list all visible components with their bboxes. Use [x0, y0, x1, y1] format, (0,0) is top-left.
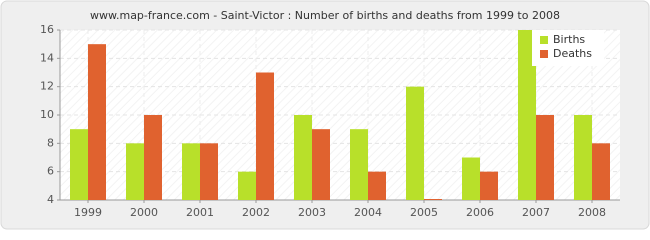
legend-swatch — [540, 50, 548, 58]
bar — [70, 129, 88, 200]
x-tick-label: 2001 — [186, 206, 214, 219]
y-tick-label: 12 — [40, 80, 54, 93]
bar — [126, 143, 144, 200]
x-tick-label: 2005 — [410, 206, 438, 219]
legend-label: Births — [553, 33, 585, 46]
bar — [350, 129, 368, 200]
bar — [480, 171, 498, 200]
bar — [536, 115, 554, 200]
bar — [592, 143, 610, 200]
y-tick-label: 14 — [40, 51, 54, 64]
y-tick-label: 16 — [40, 23, 54, 36]
x-tick-label: 2003 — [298, 206, 326, 219]
x-tick-label: 2002 — [242, 206, 270, 219]
y-tick-label: 8 — [47, 136, 54, 149]
x-tick-label: 2007 — [522, 206, 550, 219]
bar — [312, 129, 330, 200]
x-tick-label: 2008 — [578, 206, 606, 219]
legend-label: Deaths — [553, 47, 592, 60]
chart: www.map-france.com - Saint-Victor : Numb… — [0, 0, 650, 230]
bar — [368, 171, 386, 200]
bar — [144, 115, 162, 200]
x-tick-label: 2004 — [354, 206, 382, 219]
bar — [518, 30, 536, 200]
bar — [88, 44, 106, 200]
y-tick-label: 6 — [47, 165, 54, 178]
bar — [462, 157, 480, 200]
legend-swatch — [540, 36, 548, 44]
y-tick-label: 4 — [47, 193, 54, 206]
x-tick-label: 1999 — [74, 206, 102, 219]
y-tick-label: 10 — [40, 108, 54, 121]
chart-title: www.map-france.com - Saint-Victor : Numb… — [90, 9, 560, 22]
bar — [294, 115, 312, 200]
x-tick-label: 2000 — [130, 206, 158, 219]
bar — [406, 86, 424, 200]
x-tick-label: 2006 — [466, 206, 494, 219]
bar — [182, 143, 200, 200]
bar — [256, 72, 274, 200]
bar — [238, 171, 256, 200]
bar — [200, 143, 218, 200]
bar — [424, 199, 442, 200]
bar — [574, 115, 592, 200]
